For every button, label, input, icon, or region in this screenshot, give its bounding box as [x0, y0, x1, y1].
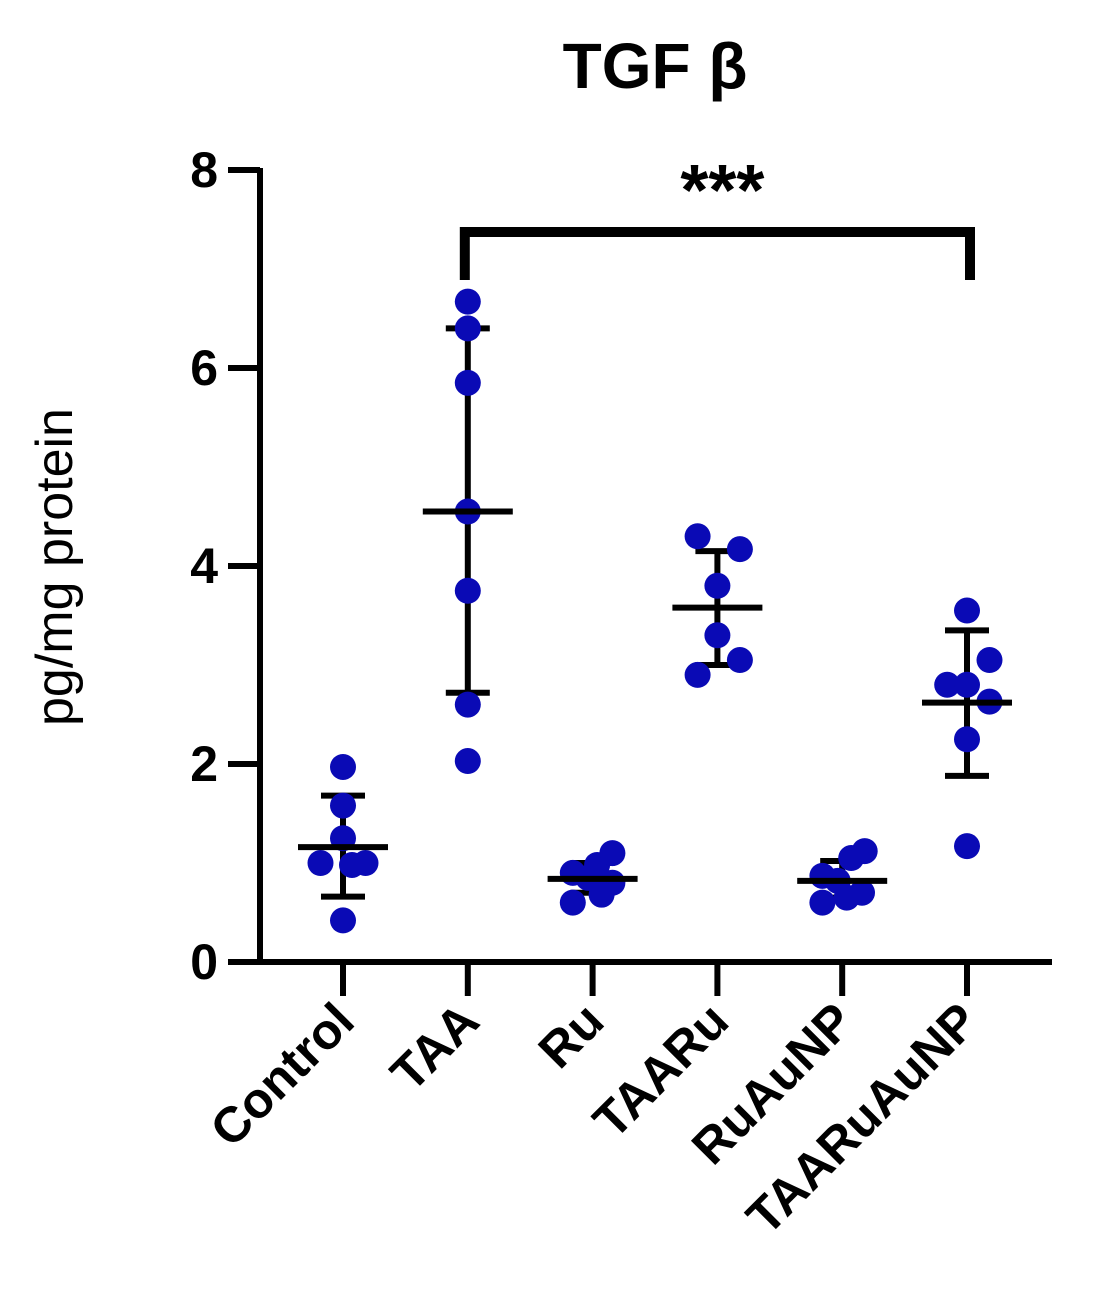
data-point: [454, 315, 481, 342]
data-point: [454, 691, 481, 718]
group-ru: [547, 840, 638, 916]
data-point: [726, 536, 753, 563]
data-point: [954, 833, 980, 860]
group-taaruaunp: [922, 597, 1012, 860]
data-point: [851, 838, 878, 865]
data-groups: [298, 288, 1012, 934]
significance-label: ***: [680, 151, 764, 231]
x-tick-label: Control: [200, 992, 365, 1157]
data-point: [454, 369, 481, 396]
data-point: [954, 671, 980, 698]
data-point: [954, 597, 980, 624]
group-control: [298, 753, 388, 934]
data-point: [307, 850, 334, 876]
data-point: [330, 753, 356, 780]
y-tick-label: 8: [190, 142, 218, 198]
group-taaru: [672, 523, 763, 688]
data-point: [330, 792, 356, 819]
chart-title: TGF β: [563, 30, 748, 102]
group-taa: [422, 288, 513, 775]
data-point: [684, 661, 711, 688]
data-point: [454, 288, 481, 315]
group-ruaunp: [797, 838, 888, 916]
data-point: [559, 889, 586, 916]
data-point: [704, 622, 731, 649]
x-tick-label: TAA: [380, 992, 490, 1102]
bracket-line: [459, 227, 975, 280]
data-point: [976, 647, 1003, 674]
data-point: [726, 647, 753, 674]
data-point: [588, 881, 615, 908]
data-point: [934, 671, 961, 698]
y-tick-label: 4: [190, 538, 218, 594]
y-tick-label: 0: [190, 934, 218, 990]
data-point: [833, 884, 860, 911]
y-tick-label: 6: [190, 340, 218, 396]
data-point: [809, 889, 836, 916]
data-point: [352, 850, 379, 876]
data-point: [454, 748, 481, 775]
x-tick-label: Ru: [528, 992, 615, 1079]
data-point: [330, 907, 356, 934]
y-axis-label: pg/mg protein: [26, 408, 84, 726]
y-tick-label: 2: [190, 736, 218, 792]
data-point: [684, 523, 711, 550]
data-point: [454, 577, 481, 604]
data-point: [954, 726, 980, 753]
significance-bracket: ***: [459, 151, 975, 280]
data-point: [599, 840, 626, 867]
data-point: [704, 572, 731, 599]
